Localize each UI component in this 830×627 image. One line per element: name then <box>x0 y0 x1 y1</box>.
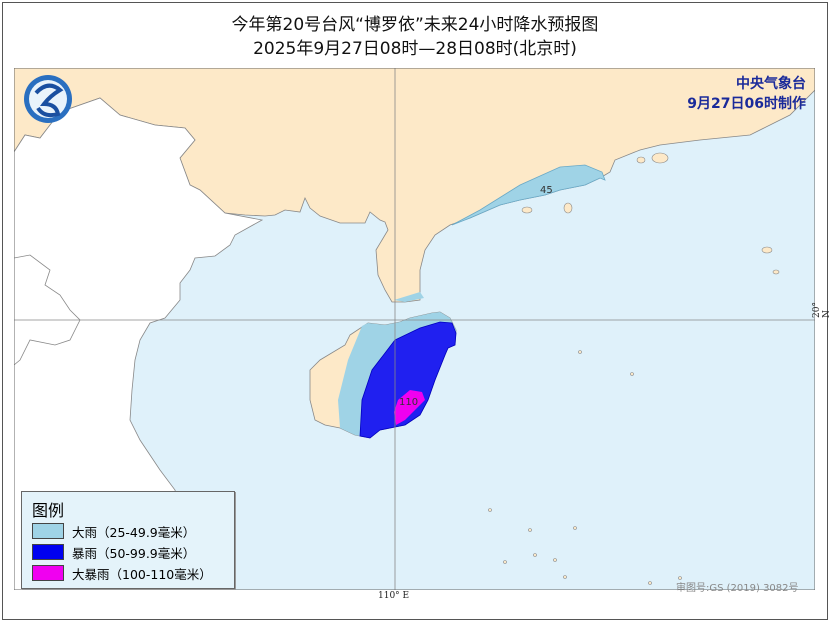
issue-time: 9月27日06时制作 <box>687 96 806 112</box>
legend-item-rainstorm: 暴雨（50-99.9毫米） <box>32 543 234 561</box>
map-approval-number: 审图号:GS (2019) 3082号 <box>676 583 799 594</box>
rain-area-heavy-coast <box>451 164 606 226</box>
agency-name: 中央气象台 <box>736 76 806 92</box>
legend-swatch <box>32 565 64 581</box>
legend-label: 大雨（25-49.9毫米） <box>72 524 196 540</box>
agency-block: 中央气象台 9月27日06时制作 <box>687 74 806 114</box>
border-line <box>14 254 81 366</box>
rain-area-torrential <box>394 390 425 425</box>
islands <box>488 152 780 585</box>
contour-label-45: 45 <box>540 185 553 196</box>
legend-swatch <box>32 523 64 539</box>
legend: 图例 大雨（25-49.9毫米） 暴雨（50-99.9毫米） 大暴雨（100-1… <box>21 491 235 589</box>
legend-item-torrential-rain: 大暴雨（100-110毫米） <box>32 564 234 582</box>
cma-logo <box>24 75 72 123</box>
legend-label: 暴雨（50-99.9毫米） <box>72 545 196 561</box>
legend-title: 图例 <box>32 501 65 520</box>
legend-item-heavy-rain: 大雨（25-49.9毫米） <box>32 522 234 540</box>
legend-label: 大暴雨（100-110毫米） <box>72 566 212 582</box>
map-title: 今年第20号台风“博罗依”未来24小时降水预报图 <box>231 15 599 35</box>
legend-swatch <box>32 544 64 560</box>
longitude-label: 110° E <box>378 591 410 601</box>
leizhou-rain <box>394 292 424 302</box>
latitude-label: 20° N <box>812 302 830 318</box>
contour-label-110: 110 <box>399 397 419 408</box>
map-subtitle: 2025年9月27日08时—28日08时(北京时) <box>253 39 577 59</box>
rain-area-rainstorm <box>359 321 457 439</box>
